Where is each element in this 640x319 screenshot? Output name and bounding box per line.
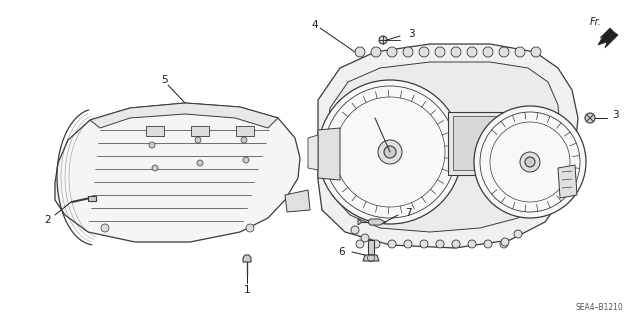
Polygon shape — [453, 116, 506, 170]
Circle shape — [149, 142, 155, 148]
Circle shape — [101, 224, 109, 232]
Polygon shape — [328, 62, 560, 232]
Circle shape — [379, 36, 387, 44]
Circle shape — [351, 226, 359, 234]
Circle shape — [515, 47, 525, 57]
Polygon shape — [318, 44, 578, 248]
Circle shape — [484, 240, 492, 248]
Text: 2: 2 — [45, 215, 51, 225]
Text: 6: 6 — [339, 247, 345, 257]
Circle shape — [372, 240, 380, 248]
Circle shape — [371, 47, 381, 57]
Circle shape — [356, 240, 364, 248]
Circle shape — [531, 47, 541, 57]
Circle shape — [404, 240, 412, 248]
Circle shape — [499, 47, 509, 57]
Text: 4: 4 — [312, 20, 318, 30]
Circle shape — [152, 165, 158, 171]
Polygon shape — [308, 135, 318, 170]
Polygon shape — [448, 112, 510, 175]
Circle shape — [378, 140, 402, 164]
Circle shape — [387, 47, 397, 57]
Circle shape — [243, 157, 249, 163]
Circle shape — [388, 240, 396, 248]
Circle shape — [436, 240, 444, 248]
Circle shape — [420, 240, 428, 248]
Text: 7: 7 — [405, 208, 412, 218]
Polygon shape — [146, 126, 164, 136]
Polygon shape — [191, 126, 209, 136]
Circle shape — [585, 113, 595, 123]
Polygon shape — [88, 196, 96, 201]
Circle shape — [501, 238, 509, 246]
Polygon shape — [55, 103, 300, 242]
Polygon shape — [368, 219, 385, 225]
Circle shape — [514, 230, 522, 238]
Polygon shape — [368, 240, 374, 255]
Circle shape — [361, 234, 369, 242]
Circle shape — [197, 160, 203, 166]
Circle shape — [384, 146, 396, 158]
Polygon shape — [363, 255, 379, 261]
Circle shape — [474, 106, 586, 218]
Circle shape — [419, 47, 429, 57]
Text: SEA4–B1210: SEA4–B1210 — [576, 303, 624, 312]
Polygon shape — [236, 126, 254, 136]
Polygon shape — [243, 255, 251, 262]
Polygon shape — [318, 128, 340, 180]
Circle shape — [318, 80, 462, 224]
Circle shape — [525, 157, 535, 167]
Circle shape — [355, 47, 365, 57]
Circle shape — [403, 47, 413, 57]
Circle shape — [195, 137, 201, 143]
Text: 5: 5 — [162, 75, 168, 85]
Text: Fr.: Fr. — [590, 17, 602, 27]
Circle shape — [452, 240, 460, 248]
Polygon shape — [558, 165, 577, 198]
Circle shape — [451, 47, 461, 57]
Circle shape — [520, 152, 540, 172]
Circle shape — [241, 137, 247, 143]
Polygon shape — [598, 28, 618, 48]
Text: 3: 3 — [408, 29, 415, 39]
Polygon shape — [285, 190, 310, 212]
Circle shape — [500, 240, 508, 248]
Circle shape — [246, 224, 254, 232]
Text: 3: 3 — [612, 110, 619, 120]
Circle shape — [468, 240, 476, 248]
Polygon shape — [358, 219, 362, 225]
Circle shape — [435, 47, 445, 57]
Circle shape — [467, 47, 477, 57]
Text: 1: 1 — [244, 285, 250, 295]
Polygon shape — [90, 103, 278, 128]
Circle shape — [483, 47, 493, 57]
